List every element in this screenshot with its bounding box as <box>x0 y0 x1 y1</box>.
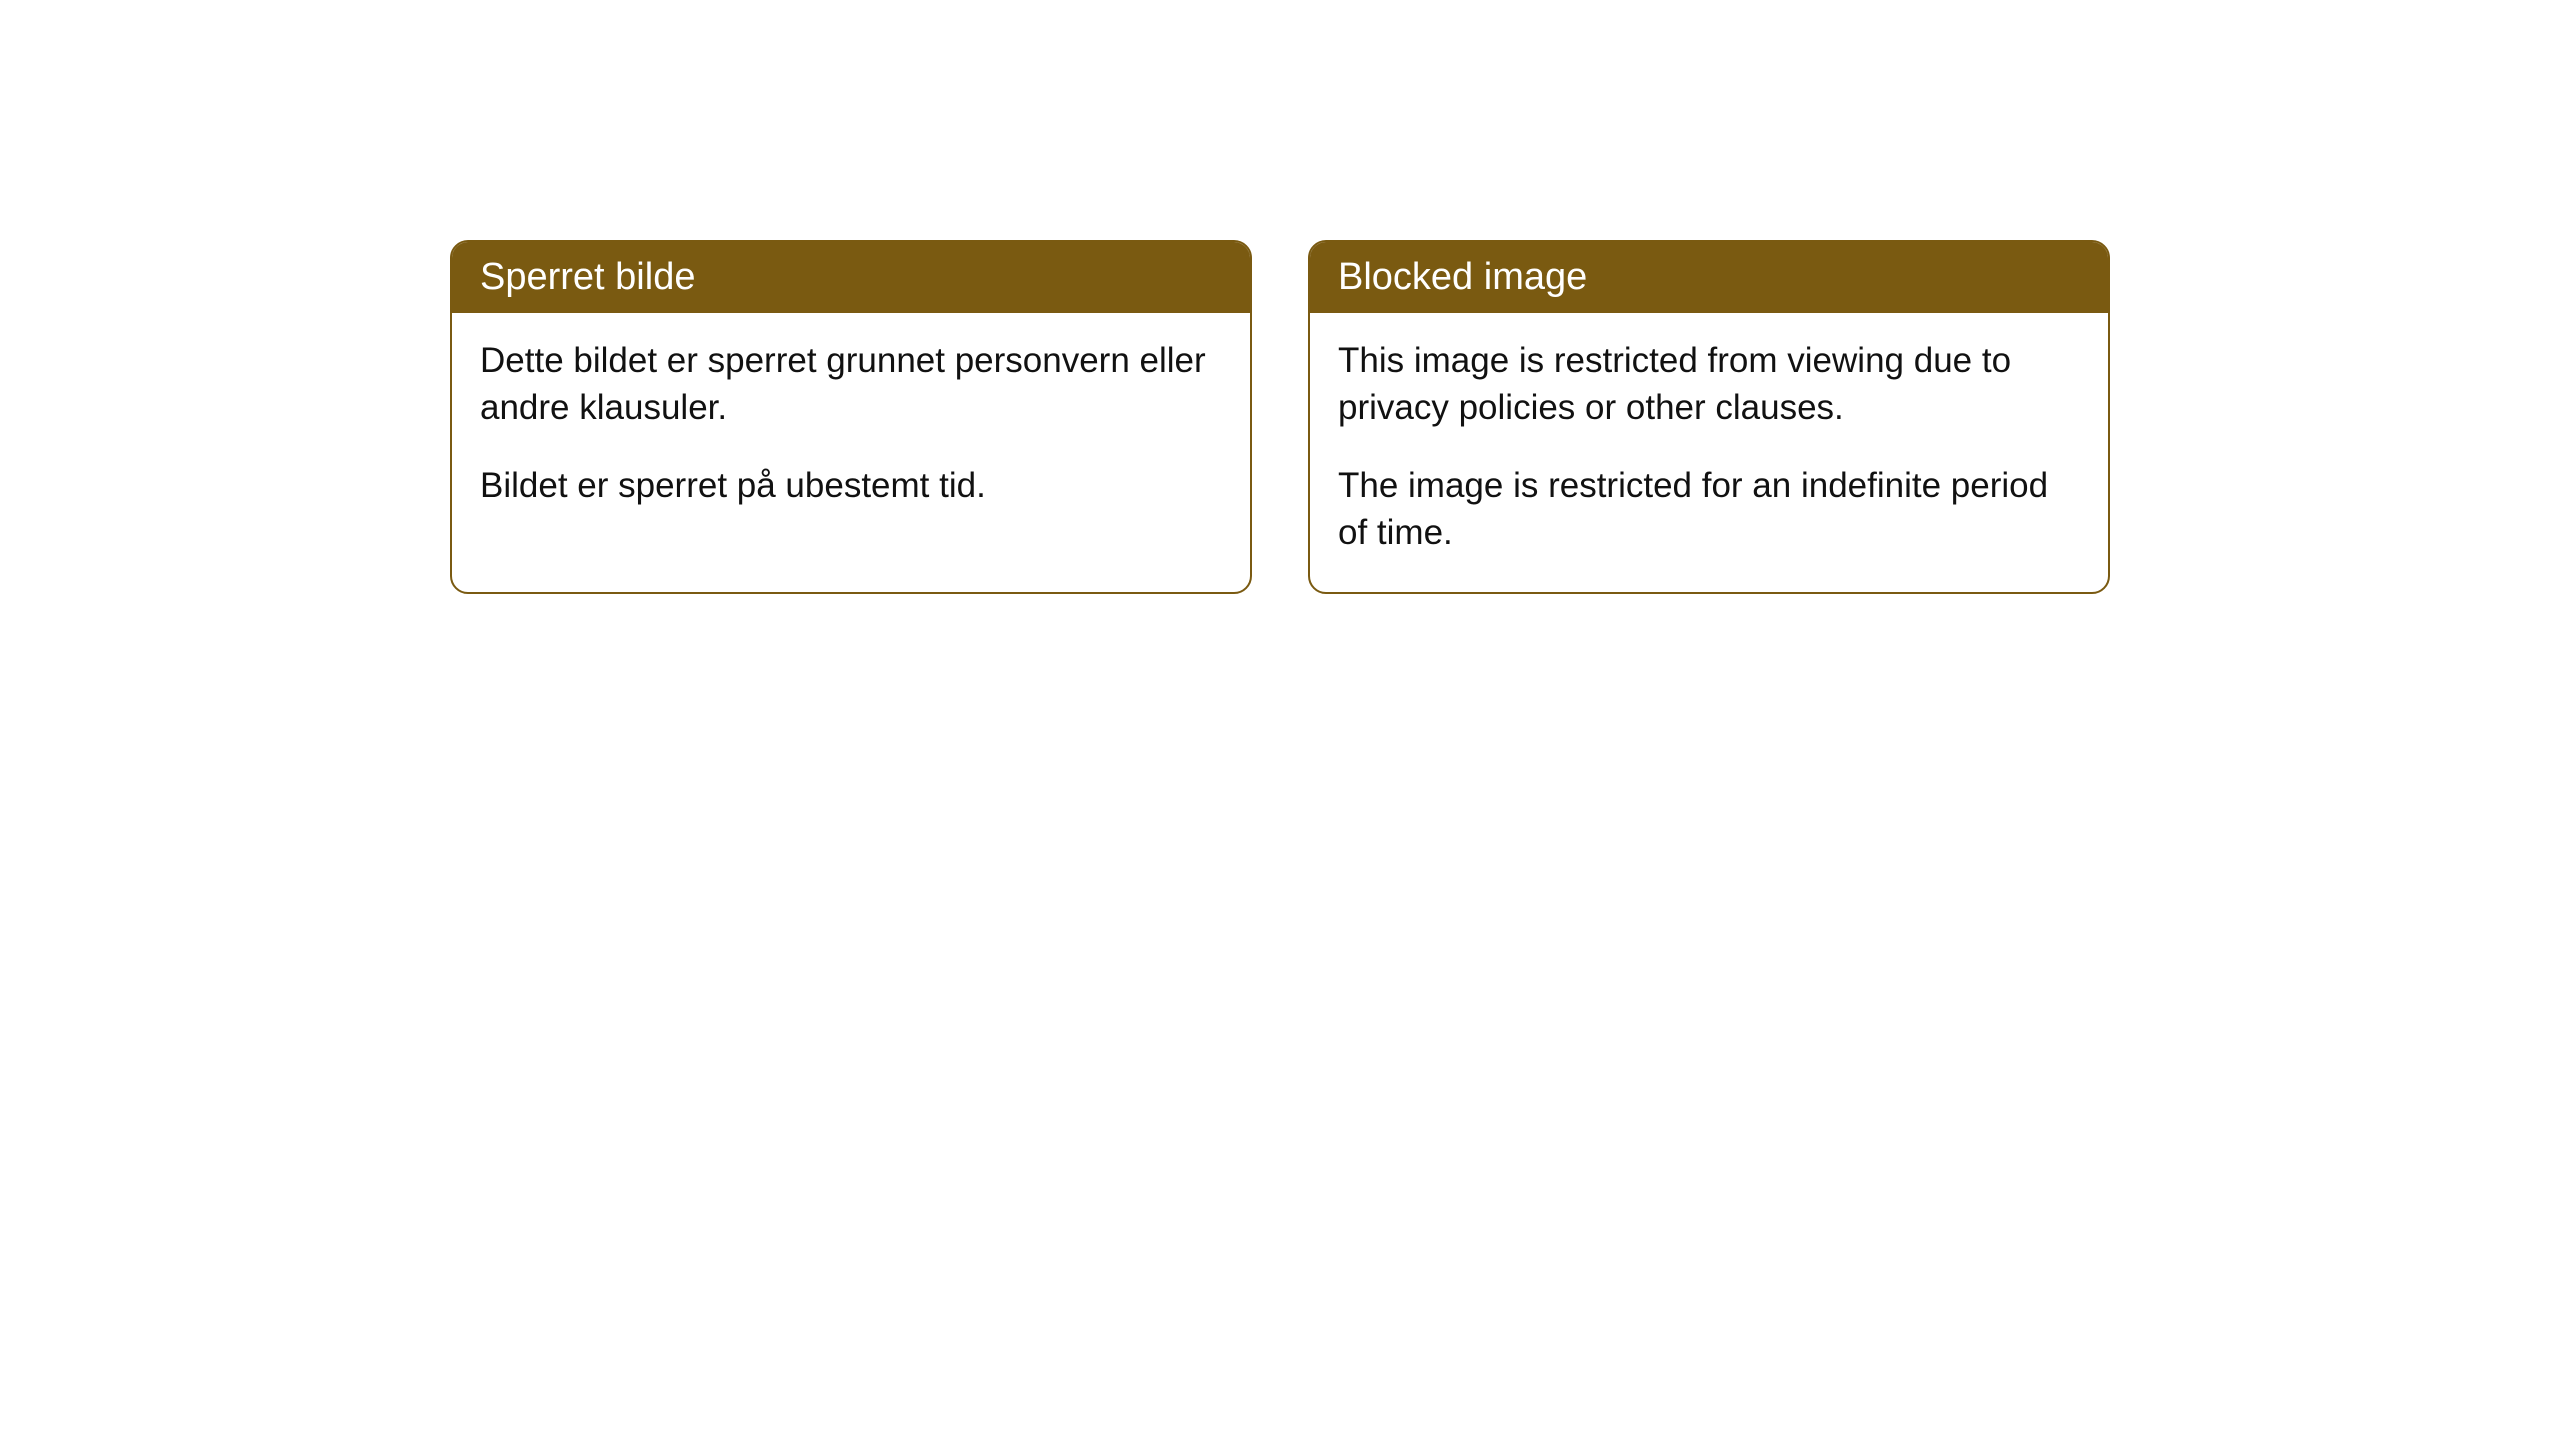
card-header-norwegian: Sperret bilde <box>452 242 1250 313</box>
card-paragraph-2: The image is restricted for an indefinit… <box>1338 462 2080 557</box>
card-paragraph-1: Dette bildet er sperret grunnet personve… <box>480 337 1222 432</box>
card-header-english: Blocked image <box>1310 242 2108 313</box>
card-body-english: This image is restricted from viewing du… <box>1310 313 2108 592</box>
notice-cards-container: Sperret bilde Dette bildet er sperret gr… <box>450 240 2110 594</box>
card-paragraph-1: This image is restricted from viewing du… <box>1338 337 2080 432</box>
blocked-image-card-english: Blocked image This image is restricted f… <box>1308 240 2110 594</box>
card-title: Sperret bilde <box>480 256 695 298</box>
blocked-image-card-norwegian: Sperret bilde Dette bildet er sperret gr… <box>450 240 1252 594</box>
card-paragraph-2: Bildet er sperret på ubestemt tid. <box>480 462 1222 509</box>
card-title: Blocked image <box>1338 256 1587 298</box>
card-body-norwegian: Dette bildet er sperret grunnet personve… <box>452 313 1250 545</box>
